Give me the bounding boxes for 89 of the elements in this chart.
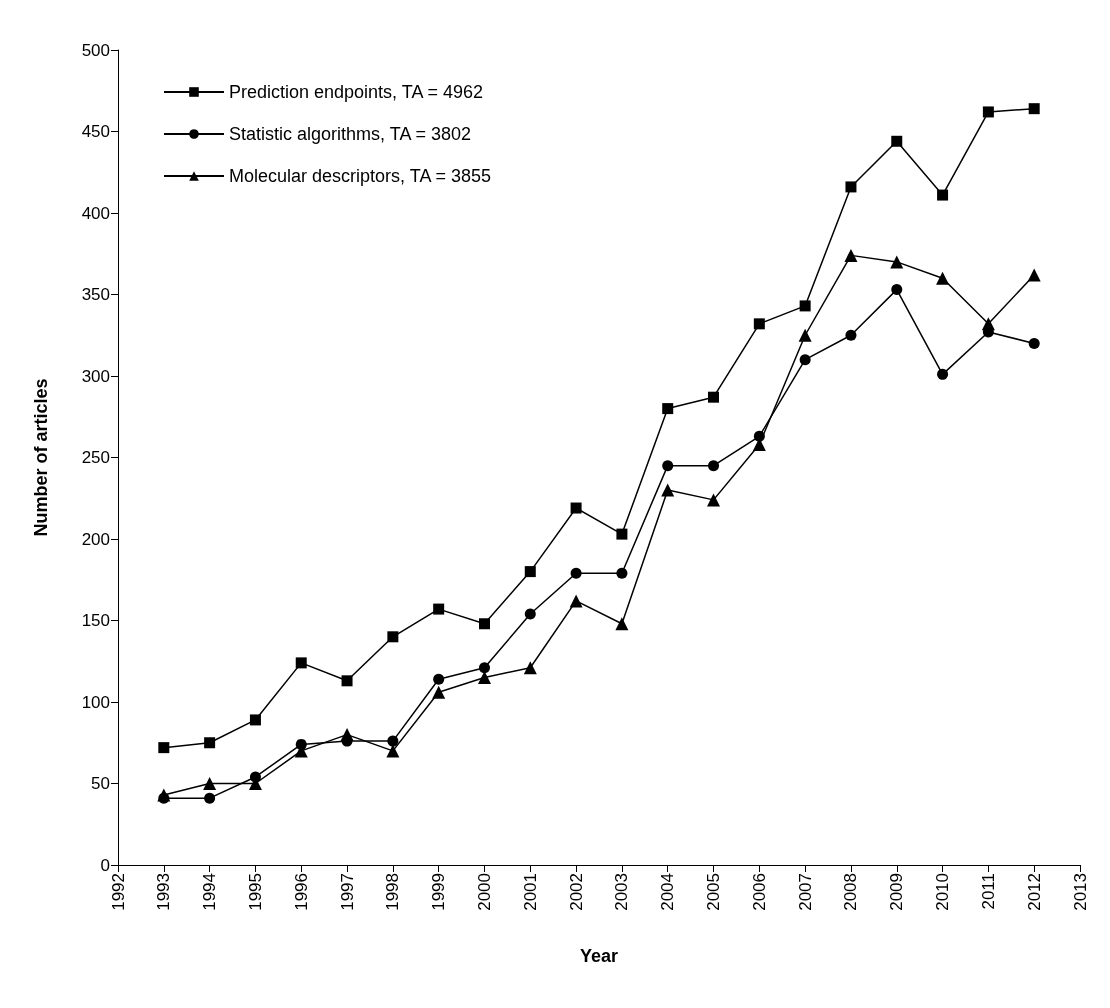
point [249, 771, 261, 783]
point [295, 738, 307, 750]
point [616, 567, 628, 579]
x-tick-label: 2011 [978, 873, 998, 910]
x-tick-label: 1999 [429, 873, 449, 911]
point [662, 403, 674, 415]
point [203, 777, 217, 790]
x-tick-label: 1996 [291, 873, 311, 911]
point [387, 735, 399, 747]
point [661, 483, 675, 497]
point [936, 271, 950, 285]
x-tick-label: 2007 [795, 873, 815, 911]
point [937, 368, 949, 380]
point [158, 792, 170, 804]
y-tick-label: 100 [81, 692, 110, 712]
x-tick-label: 1995 [245, 873, 265, 911]
x-tick-label: 2002 [566, 873, 586, 911]
x-tick-label: 2009 [887, 873, 907, 911]
point [707, 493, 721, 507]
x-tick-label: 2004 [658, 873, 678, 911]
point [616, 528, 628, 540]
point [845, 181, 857, 193]
x-tick-label: 2003 [612, 873, 632, 911]
point [844, 248, 858, 262]
point [1028, 337, 1040, 349]
y-tick-label: 200 [81, 529, 110, 549]
point [891, 284, 903, 296]
y-tick-label: 350 [81, 285, 110, 304]
x-tick-label: 1997 [337, 873, 357, 911]
point [1028, 103, 1040, 115]
point [204, 737, 216, 749]
x-tick-label: 1992 [108, 873, 128, 911]
y-axis-title: Number of articles [31, 378, 51, 537]
x-tick-label: 2006 [749, 873, 769, 911]
y-tick-label: 50 [91, 774, 110, 793]
y-tick-label: 450 [81, 122, 110, 141]
point [753, 430, 765, 442]
y-tick-label: 400 [81, 203, 110, 223]
point [798, 328, 812, 342]
point [295, 657, 307, 669]
x-tick-label: 1994 [200, 873, 220, 911]
point [570, 567, 582, 579]
point [615, 617, 629, 631]
point [433, 603, 445, 615]
point [799, 354, 811, 366]
x-tick-label: 1993 [154, 873, 174, 911]
x-tick-label: 1998 [383, 873, 403, 911]
point [937, 189, 949, 201]
point [524, 608, 536, 620]
point [524, 566, 536, 578]
x-tick-label: 2005 [704, 873, 724, 911]
x-tick-label: 2008 [841, 873, 861, 911]
point [982, 106, 994, 118]
point [477, 671, 491, 685]
y-tick-label: 250 [81, 448, 110, 467]
point [341, 675, 353, 687]
x-tick-label: 2000 [474, 873, 494, 911]
point [570, 502, 582, 514]
point [432, 685, 446, 699]
point [249, 714, 261, 726]
x-axis-title: Year [579, 946, 619, 966]
x-tick-label: 2001 [520, 873, 540, 911]
x-tick-label: 2013 [1070, 873, 1090, 911]
point [845, 329, 857, 341]
y-tick-label: 500 [81, 40, 110, 60]
point [799, 300, 811, 312]
point [569, 594, 583, 608]
point [523, 661, 537, 675]
point [662, 460, 674, 472]
y-tick-label: 0 [100, 855, 110, 875]
point [1027, 268, 1041, 282]
point [478, 618, 490, 630]
point [433, 673, 445, 685]
x-tick-label: 2012 [1024, 873, 1044, 911]
point [708, 391, 720, 403]
point [753, 318, 765, 330]
point [204, 792, 216, 804]
point [158, 742, 170, 754]
point [708, 460, 720, 472]
y-tick-label: 300 [81, 366, 110, 386]
y-tick-label: 150 [81, 611, 110, 630]
point [890, 255, 904, 269]
point [387, 631, 399, 643]
legend-label: Statistic algorithms, TA = 3802 [229, 124, 471, 144]
legend-label: Molecular descriptors, TA = 3855 [229, 166, 491, 186]
point [478, 662, 490, 674]
legend-label: Prediction endpoints, TA = 4962 [229, 82, 484, 102]
point [891, 135, 903, 147]
x-tick-label: 2010 [933, 873, 953, 911]
